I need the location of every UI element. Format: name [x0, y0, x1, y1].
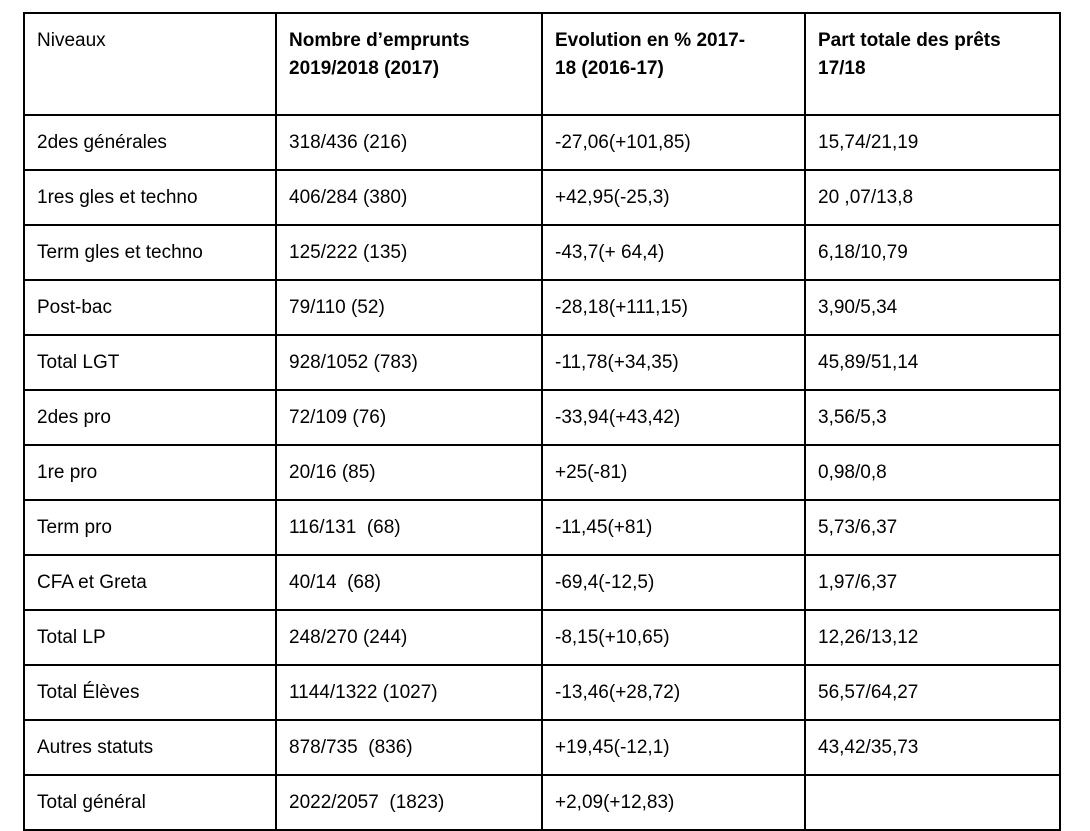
- table-cell: Post-bac: [23, 279, 277, 336]
- table-cell: 6,18/10,79: [804, 224, 1061, 281]
- table-body: 2des générales 318/436 (216) -27,06(+101,8…: [23, 114, 1061, 831]
- table-cell: Term pro: [23, 499, 277, 556]
- table-cell: 43,42/35,73: [804, 719, 1061, 776]
- table-cell: 15,74/21,19: [804, 114, 1061, 171]
- table-cell: -13,46(+28,72): [541, 664, 806, 721]
- table-cell: 1144/1322 (1027): [275, 664, 543, 721]
- table-cell: 3,56/5,3: [804, 389, 1061, 446]
- table-cell: -11,45(+81): [541, 499, 806, 556]
- table-row: Total LP 248/270 (244) -8,15(+10,65) 12,26/…: [23, 609, 1061, 666]
- table-cell: 2des pro: [23, 389, 277, 446]
- table-row: 1re pro 20/16 (85) +25(-81) 0,98/0,8: [23, 444, 1061, 501]
- table-row: Term pro 116/131 (68) -11,45(+81) 5,73/6,37: [23, 499, 1061, 556]
- table-row: 2des générales 318/436 (216) -27,06(+101,8…: [23, 114, 1061, 171]
- table-cell: +2,09(+12,83): [541, 774, 806, 831]
- table-cell: 248/270 (244): [275, 609, 543, 666]
- table-cell: 56,57/64,27: [804, 664, 1061, 721]
- table-cell: 2des générales: [23, 114, 277, 171]
- table-cell: Term gles et techno: [23, 224, 277, 281]
- table-cell: -69,4(-12,5): [541, 554, 806, 611]
- table-cell: 5,73/6,37: [804, 499, 1061, 556]
- table-cell: +42,95(-25,3): [541, 169, 806, 226]
- column-header-niveaux: Niveaux: [23, 12, 277, 116]
- table-cell: 1re pro: [23, 444, 277, 501]
- column-header-part-totale: Part totale des prêts 17/18: [804, 12, 1061, 116]
- table-cell: -43,7(+ 64,4): [541, 224, 806, 281]
- table-cell: 1res gles et techno: [23, 169, 277, 226]
- table-cell: 3,90/5,34: [804, 279, 1061, 336]
- table-cell: -33,94(+43,42): [541, 389, 806, 446]
- table-row: Total Élèves 1144/1322 (1027) -13,46(+28,7…: [23, 664, 1061, 721]
- column-header-nombre-emprunts: Nombre d’emprunts 2019/2018 (2017): [275, 12, 543, 116]
- table-cell: Total général: [23, 774, 277, 831]
- table-cell: 0,98/0,8: [804, 444, 1061, 501]
- table-cell: -27,06(+101,85): [541, 114, 806, 171]
- table-cell: +25(-81): [541, 444, 806, 501]
- table-row: Term gles et techno 125/222 (135) -43,7(+ …: [23, 224, 1061, 281]
- table-cell: 318/436 (216): [275, 114, 543, 171]
- table-cell: +19,45(-12,1): [541, 719, 806, 776]
- table-row: 2des pro 72/109 (76) -33,94(+43,42) 3,56/5,…: [23, 389, 1061, 446]
- table-row: CFA et Greta 40/14 (68) -69,4(-12,5) 1,97/6…: [23, 554, 1061, 611]
- table-cell: 1,97/6,37: [804, 554, 1061, 611]
- table-cell: 79/110 (52): [275, 279, 543, 336]
- header-row: Niveaux Nombre d’emprunts 2019/2018 (201…: [23, 12, 1061, 116]
- table-row: Post-bac 79/110 (52) -28,18(+111,15) 3,90/5…: [23, 279, 1061, 336]
- table-cell: Total Élèves: [23, 664, 277, 721]
- table-cell: CFA et Greta: [23, 554, 277, 611]
- table-row: 1res gles et techno 406/284 (380) +42,95(-…: [23, 169, 1061, 226]
- table-cell: 406/284 (380): [275, 169, 543, 226]
- table-cell: Total LGT: [23, 334, 277, 391]
- table-cell: 12,26/13,12: [804, 609, 1061, 666]
- table-cell: -8,15(+10,65): [541, 609, 806, 666]
- table-cell: 2022/2057 (1823): [275, 774, 543, 831]
- table-row: Total général 2022/2057 (1823) +2,09(+12,8…: [23, 774, 1061, 831]
- table-cell: 40/14 (68): [275, 554, 543, 611]
- table-cell: -11,78(+34,35): [541, 334, 806, 391]
- table-cell: 125/222 (135): [275, 224, 543, 281]
- table-row: Total LGT 928/1052 (783) -11,78(+34,35) 45,…: [23, 334, 1061, 391]
- table-cell: 72/109 (76): [275, 389, 543, 446]
- table-row: Autres statuts 878/735 (836) +19,45(-12,1)…: [23, 719, 1061, 776]
- table-cell: 45,89/51,14: [804, 334, 1061, 391]
- column-header-evolution: Evolution en % 2017- 18 (2016-17): [541, 12, 806, 116]
- table-cell: 928/1052 (783): [275, 334, 543, 391]
- loans-statistics-table: Niveaux Nombre d’emprunts 2019/2018 (201…: [23, 12, 1061, 831]
- table-cell: 878/735 (836): [275, 719, 543, 776]
- table-cell: -28,18(+111,15): [541, 279, 806, 336]
- table-cell: 116/131 (68): [275, 499, 543, 556]
- table-cell: 20/16 (85): [275, 444, 543, 501]
- table-cell: [804, 774, 1061, 831]
- table-cell: 20 ,07/13,8: [804, 169, 1061, 226]
- table-cell: Total LP: [23, 609, 277, 666]
- table-cell: Autres statuts: [23, 719, 277, 776]
